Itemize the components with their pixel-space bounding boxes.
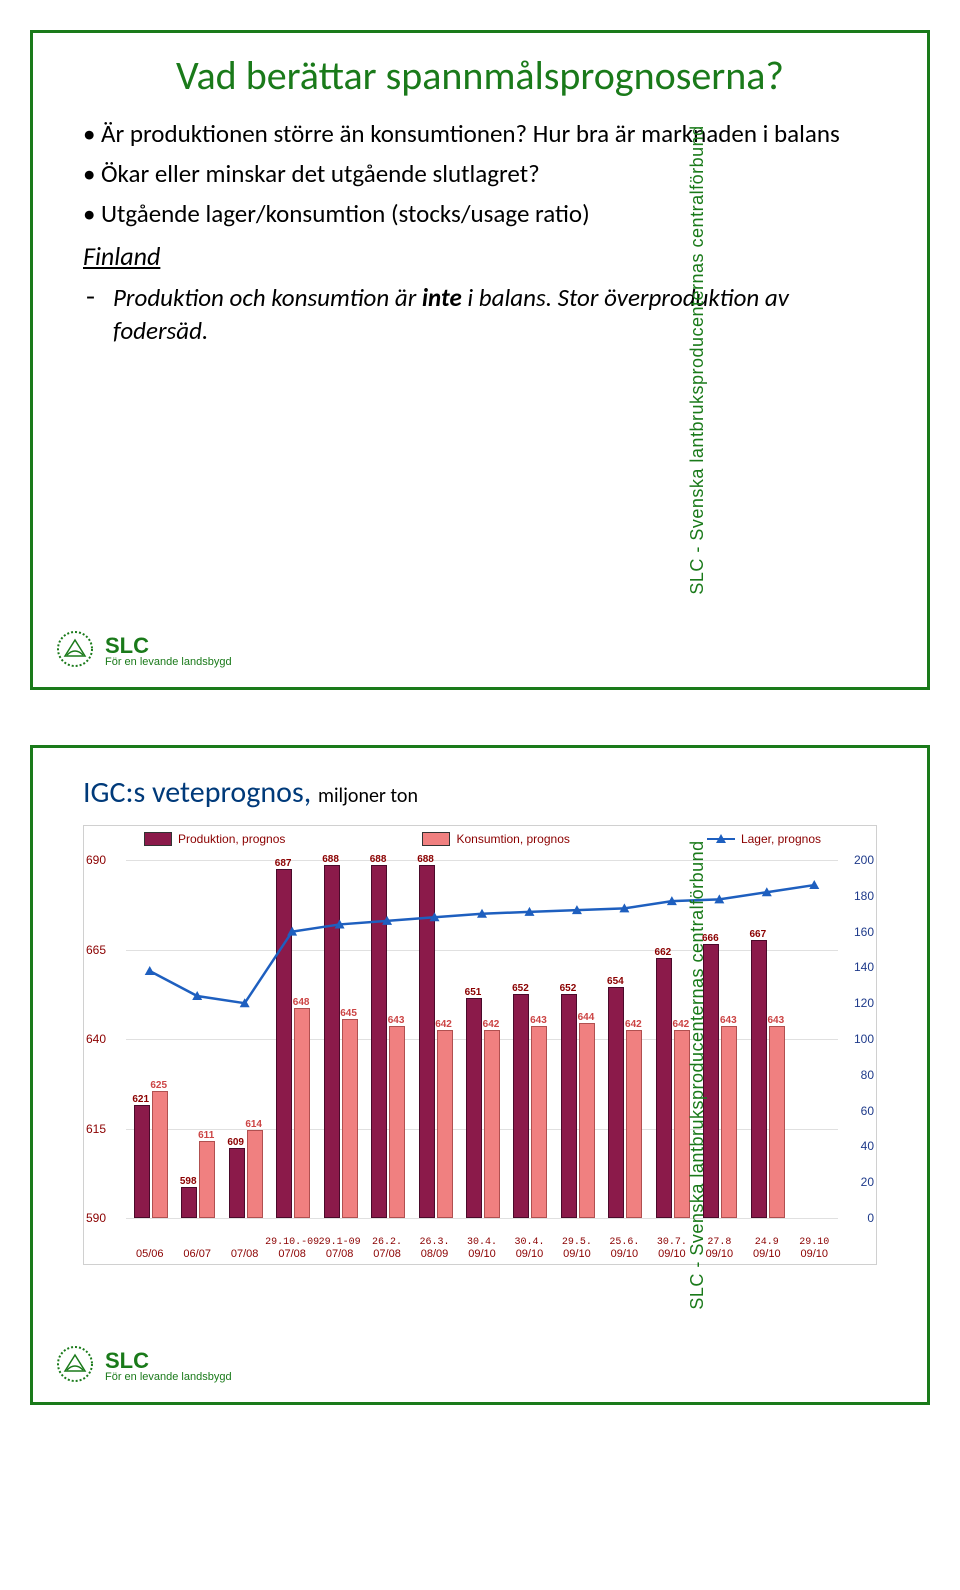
legend-item-prod: Produktion, prognos <box>144 832 285 846</box>
dash-text-before: Produktion och konsumtion är <box>113 282 422 313</box>
legend-label: Produktion, prognos <box>178 832 285 846</box>
legend-line-lager <box>707 838 735 840</box>
y-right-tick: 100 <box>854 1032 874 1046</box>
bullet-item: Ökar eller minskar det utgående slutlagr… <box>83 157 877 191</box>
plot-area: 6216255986116096146876486886456886436886… <box>126 860 838 1218</box>
chart-title-main: IGC:s veteprognos, <box>83 774 318 811</box>
y-left-tick: 590 <box>86 1211 106 1225</box>
y-right-tick: 120 <box>854 996 874 1010</box>
y-right-tick: 140 <box>854 960 874 974</box>
slide-1: Vad berättar spannmålsprognoserna? Är pr… <box>30 30 930 690</box>
footer-brand: SLC <box>105 1349 232 1372</box>
line-lager <box>126 860 838 1218</box>
slide-2: IGC:s veteprognos, miljoner ton Produkti… <box>30 745 930 1405</box>
y-right-tick: 80 <box>861 1068 874 1082</box>
legend-swatch-kons <box>422 832 450 846</box>
bullet-item: Är produktionen större än konsumtionen? … <box>83 117 877 151</box>
y-right-tick: 180 <box>854 889 874 903</box>
footer: SLC För en levande landsbygd <box>55 1344 232 1384</box>
chart-title: IGC:s veteprognos, miljoner ton <box>83 774 877 811</box>
dash-text-bold: inte <box>422 282 462 313</box>
y-left-tick: 690 <box>86 853 106 867</box>
y-right-tick: 0 <box>867 1211 874 1225</box>
footer-text: SLC För en levande landsbygd <box>105 634 232 669</box>
footer-tagline: För en levande landsbygd <box>105 657 232 669</box>
chart: Produktion, prognos Konsumtion, prognos … <box>83 825 877 1265</box>
footer-brand: SLC <box>105 634 232 657</box>
sidebar-label: SLC - Svenska lantbruksproducenternas ce… <box>687 840 708 1309</box>
slc-logo-icon <box>55 1344 95 1384</box>
dash-item: Produktion och konsumtion är inte i bala… <box>83 282 877 347</box>
y-right-tick: 20 <box>861 1175 874 1189</box>
slc-logo-icon <box>55 629 95 669</box>
y-right-tick: 160 <box>854 925 874 939</box>
y-left-tick: 665 <box>86 943 106 957</box>
bullet-item: Utgående lager/konsumtion (stocks/usage … <box>83 197 877 231</box>
y-right-tick: 40 <box>861 1139 874 1153</box>
footer-tagline: För en levande landsbygd <box>105 1372 232 1384</box>
x-label: 29.1009/10 <box>786 1237 842 1260</box>
footer: SLC För en levande landsbygd <box>55 629 232 669</box>
y-right-tick: 200 <box>854 853 874 867</box>
legend-swatch-prod <box>144 832 172 846</box>
finland-subhead: Finland <box>83 240 877 272</box>
legend-item-kons: Konsumtion, prognos <box>422 832 569 846</box>
slide-title: Vad berättar spannmålsprognoserna? <box>162 53 797 99</box>
legend-item-lager: Lager, prognos <box>707 832 821 846</box>
legend: Produktion, prognos Konsumtion, prognos … <box>144 832 821 846</box>
y-left-tick: 615 <box>86 1122 106 1136</box>
footer-text: SLC För en levande landsbygd <box>105 1349 232 1384</box>
legend-label: Konsumtion, prognos <box>456 832 569 846</box>
chart-title-sub: miljoner ton <box>318 784 418 808</box>
bullet-list: Är produktionen större än konsumtionen? … <box>83 117 877 230</box>
legend-label: Lager, prognos <box>741 832 821 846</box>
sidebar-label: SLC - Svenska lantbruksproducenternas ce… <box>687 125 708 594</box>
y-right-tick: 60 <box>861 1104 874 1118</box>
y-left-tick: 640 <box>86 1032 106 1046</box>
